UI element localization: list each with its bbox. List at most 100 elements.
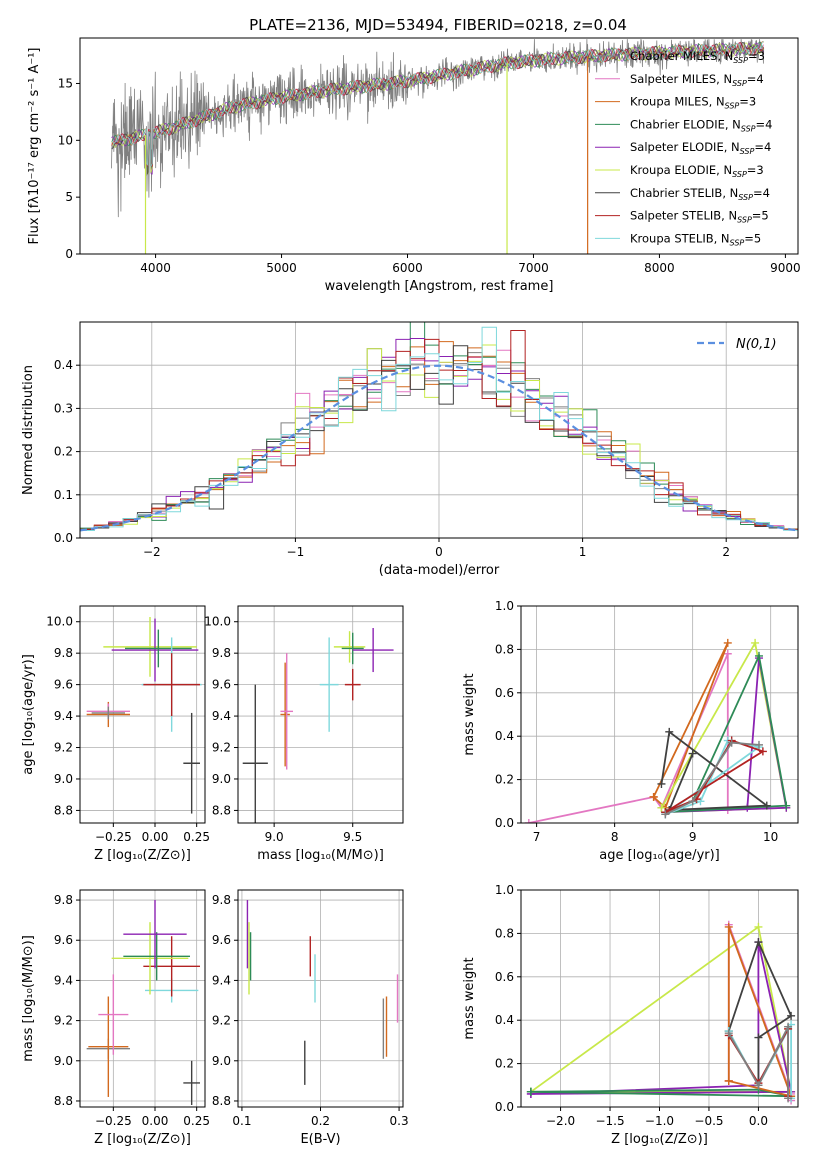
point-kroupa-elodie bbox=[333, 631, 366, 663]
x-tick-label: 0 bbox=[435, 545, 443, 559]
x-tick-label: 9000 bbox=[770, 261, 801, 275]
y-tick-label: 10 bbox=[58, 133, 73, 147]
x-tick-label: −1.0 bbox=[645, 1114, 674, 1128]
x-tick-label: 5000 bbox=[266, 261, 297, 275]
y-axis-label: mass weight bbox=[462, 957, 477, 1039]
residuals-legend: N(0,1) bbox=[697, 337, 777, 352]
plot-area-age_vs_Z bbox=[86, 617, 202, 814]
weight-marker bbox=[661, 810, 670, 819]
y-tick-label: 0.4 bbox=[54, 358, 73, 372]
y-tick-label: 0.2 bbox=[54, 445, 73, 459]
x-tick-label: 0.25 bbox=[183, 1114, 210, 1128]
axes-residuals: N(0,1) −2 −1 0 1 2 0.0 0.1 0.2 0.3 0.4 (data-model)… bbox=[21, 321, 799, 578]
weight-marker bbox=[782, 801, 791, 810]
weight-line-chabrier-miles bbox=[665, 741, 760, 816]
x-tick-label: 10 bbox=[763, 830, 778, 844]
y-tick-label: 8.8 bbox=[212, 803, 231, 817]
axes-frame bbox=[79, 605, 206, 824]
point-salpeter-miles bbox=[98, 974, 129, 1055]
y-tick-label: 9.0 bbox=[212, 1054, 231, 1068]
weight-marker bbox=[724, 1076, 733, 1085]
legend-entry: Chabrier MILES, NSSP=3 bbox=[630, 49, 765, 65]
y-tick-label: 0.0 bbox=[54, 531, 73, 545]
y-tick-label: 8.8 bbox=[212, 1094, 231, 1108]
y-tick-label: 9.0 bbox=[54, 1054, 73, 1068]
weight-marker bbox=[657, 803, 666, 812]
weight-line-kroupa-elodie bbox=[530, 925, 793, 1093]
axes-age_vs_mass: 9.0 9.5 8.8 9.0 9.2 9.4 9.6 9.8 10.0 mass [log₁₀(… bbox=[204, 605, 404, 863]
y-tick-label: 0.6 bbox=[495, 686, 514, 700]
axes-weight_vs_Z: −2.0 −1.5 −1.0 −0.5 0.0 0.0 0.2 0.4 0.6 0.8 1.0 Z [… bbox=[462, 883, 799, 1147]
y-tick-label: 0.1 bbox=[54, 488, 73, 502]
y-tick-label: 15 bbox=[58, 76, 73, 90]
weight-marker bbox=[758, 747, 767, 756]
weight-marker bbox=[723, 638, 732, 647]
spectrum-model-kroupa-stelib bbox=[111, 41, 764, 168]
x-axis-label: age [log₁₀(age/yr)] bbox=[599, 848, 720, 863]
y-tick-label: 9.6 bbox=[212, 678, 231, 692]
y-tick-label: 0 bbox=[65, 247, 73, 261]
point-chabrier-elodie bbox=[341, 632, 364, 665]
point-chabrier-stelib bbox=[183, 712, 200, 814]
weight-line-kroupa-elodie bbox=[660, 640, 788, 813]
y-tick-label: 0.8 bbox=[495, 642, 514, 656]
x-axis-label: mass [log₁₀(M/M⊙)] bbox=[257, 848, 384, 863]
y-tick-label: 9.0 bbox=[212, 772, 231, 786]
legend-entry: Kroupa ELODIE, NSSP=3 bbox=[630, 163, 764, 179]
point-chabrier-elodie bbox=[125, 629, 192, 668]
legend-entry: Salpeter MILES, NSSP=4 bbox=[630, 72, 764, 88]
weight-marker bbox=[724, 1029, 733, 1038]
legend-entry: Kroupa STELIB, NSSP=5 bbox=[630, 231, 761, 247]
x-axis-label: E(B-V) bbox=[300, 1132, 340, 1147]
weight-marker bbox=[526, 1087, 535, 1096]
weight-marker bbox=[524, 819, 533, 823]
plot-area-mass_vs_Z bbox=[86, 900, 200, 1105]
weight-marker bbox=[649, 792, 658, 801]
y-tick-label: 0.6 bbox=[495, 970, 514, 984]
x-axis-label: Z [log₁₀(Z/Z⊙)] bbox=[611, 1132, 708, 1147]
y-tick-label: 10.0 bbox=[204, 615, 231, 629]
point-salpeter-miles bbox=[280, 653, 293, 770]
histogram-chabrier-stelib bbox=[80, 345, 798, 531]
axes-mass_vs_ebv: 0.1 0.2 0.3 8.8 9.0 9.2 9.4 9.6 9.8 E(B-V) bbox=[212, 889, 409, 1147]
y-axis-label: Normed distribution bbox=[21, 365, 36, 495]
spectrum-model-salpeter-stelib bbox=[111, 42, 765, 167]
y-tick-label: 9.6 bbox=[54, 678, 73, 692]
point-kroupa-stelib bbox=[319, 637, 339, 732]
x-tick-label: 9 bbox=[689, 830, 697, 844]
x-tick-label: −0.25 bbox=[95, 830, 132, 844]
point-kroupa-miles bbox=[88, 996, 129, 1097]
x-tick-label: 8 bbox=[611, 830, 619, 844]
x-tick-label: −2.0 bbox=[546, 1114, 575, 1128]
x-tick-label: −1 bbox=[287, 545, 305, 559]
y-tick-label: 9.2 bbox=[212, 1014, 231, 1028]
x-tick-label: 9.0 bbox=[265, 830, 284, 844]
weight-marker bbox=[754, 1081, 763, 1090]
x-tick-label: 0.00 bbox=[142, 1114, 169, 1128]
plot-area-spectrum bbox=[111, 38, 765, 254]
axes-age_vs_Z: −0.25 0.00 0.25 8.8 9.0 9.2 9.4 9.6 9.8 10.0 Z [lo… bbox=[21, 605, 210, 863]
point-salpeter-elodie bbox=[352, 628, 394, 673]
axes-mass_vs_Z: −0.25 0.00 0.25 8.8 9.0 9.2 9.4 9.6 9.8 Z [log₁₀(… bbox=[21, 889, 210, 1147]
legend-entry: Chabrier STELIB, NSSP=4 bbox=[630, 186, 770, 202]
y-axis-label: age [log₁₀(age/yr)] bbox=[21, 654, 36, 775]
weight-marker bbox=[723, 649, 732, 658]
weight-marker bbox=[688, 749, 697, 758]
spectrum-model-kroupa-elodie bbox=[111, 42, 764, 176]
y-tick-label: 9.6 bbox=[54, 933, 73, 947]
y-tick-label: 8.8 bbox=[54, 1094, 73, 1108]
y-tick-label: 9.4 bbox=[54, 709, 73, 723]
x-tick-label: −0.25 bbox=[95, 1114, 132, 1128]
y-axis-label: mass weight bbox=[462, 673, 477, 755]
legend-entry: Salpeter ELODIE, NSSP=4 bbox=[630, 140, 771, 156]
x-tick-label: −0.5 bbox=[694, 1114, 723, 1128]
point-salpeter-elodie bbox=[123, 900, 187, 969]
x-tick-label: 0.2 bbox=[311, 1114, 330, 1128]
x-tick-label: 0.00 bbox=[142, 830, 169, 844]
x-tick-label: −1.5 bbox=[595, 1114, 624, 1128]
point-chabrier-elodie bbox=[123, 932, 190, 981]
point-kroupa-elodie bbox=[111, 922, 189, 995]
point-kroupa-miles bbox=[280, 662, 290, 767]
y-tick-label: 9.2 bbox=[54, 741, 73, 755]
